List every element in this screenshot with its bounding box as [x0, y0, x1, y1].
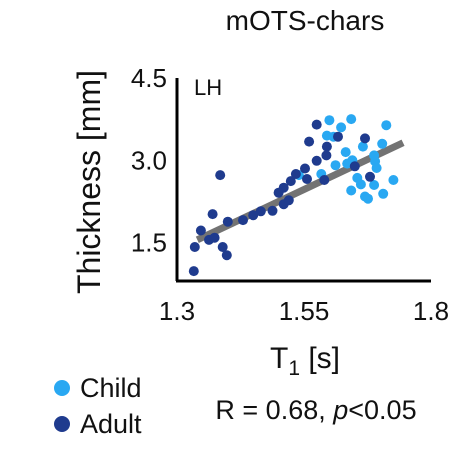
- point-adult-8: [290, 169, 301, 179]
- point-adult-18: [283, 195, 294, 206]
- stats-annotation: R = 0.68, p<0.05: [215, 395, 416, 425]
- points-layer: [188, 114, 399, 277]
- point-child-2: [346, 114, 357, 125]
- point-adult-22: [238, 215, 248, 226]
- y-tick-labels: 1.5 3.0 4.5: [131, 63, 167, 258]
- x-axis-label-main: T: [270, 342, 288, 375]
- point-adult-17: [215, 170, 226, 181]
- legend-marker-child: [54, 380, 70, 396]
- x-tick-label: 1.8: [413, 296, 449, 326]
- point-adult-5: [321, 150, 332, 161]
- point-child-7: [357, 141, 368, 152]
- point-adult-31: [188, 266, 199, 277]
- point-child-16: [371, 163, 382, 173]
- y-axis-label: Thickness [mm]: [71, 70, 107, 294]
- point-child-18: [355, 179, 366, 190]
- point-adult-7: [300, 163, 310, 174]
- point-child-3: [381, 120, 392, 131]
- point-child-0: [324, 115, 335, 126]
- point-adult-21: [248, 210, 259, 221]
- plot-area: LH: [175, 75, 431, 283]
- point-adult-29: [221, 250, 232, 261]
- chart-title: mOTS-chars: [226, 5, 385, 36]
- point-child-23: [378, 188, 389, 199]
- point-adult-19: [267, 205, 278, 216]
- point-child-6: [340, 147, 351, 158]
- y-tick-label: 1.5: [131, 228, 167, 258]
- point-child-24: [369, 180, 380, 190]
- point-child-19: [388, 175, 399, 185]
- point-adult-13: [285, 176, 296, 187]
- legend: Child Adult: [54, 373, 142, 439]
- point-child-9: [377, 138, 388, 149]
- panel-label: LH: [194, 75, 222, 100]
- point-adult-9: [302, 174, 312, 184]
- point-adult-3: [333, 131, 343, 142]
- point-child-12: [330, 160, 341, 171]
- point-child-20: [346, 185, 357, 196]
- point-adult-23: [222, 216, 233, 227]
- point-adult-1: [304, 136, 315, 147]
- x-axis-label-unit: [s]: [300, 342, 340, 375]
- x-axis-label-subscript: 1: [288, 357, 300, 380]
- y-tick-label: 3.0: [131, 145, 167, 175]
- point-adult-6: [311, 155, 322, 166]
- point-adult-27: [217, 242, 228, 252]
- x-tick-label: 1.3: [159, 296, 195, 326]
- point-adult-24: [207, 209, 218, 220]
- y-tick-label: 4.5: [131, 63, 167, 93]
- point-adult-25: [195, 225, 206, 236]
- point-adult-4: [360, 133, 370, 144]
- x-axis-label: T1 [s]: [270, 342, 340, 380]
- point-child-1: [336, 122, 347, 133]
- point-adult-30: [189, 242, 200, 252]
- point-adult-20: [255, 206, 266, 217]
- point-adult-11: [349, 161, 360, 172]
- point-child-22: [363, 193, 373, 204]
- point-adult-28: [209, 232, 220, 243]
- point-adult-0: [311, 119, 322, 130]
- point-adult-15: [273, 187, 284, 198]
- stats-r-value: R = 0.68,: [215, 395, 333, 425]
- legend-label-child: Child: [80, 373, 142, 403]
- point-adult-12: [365, 171, 375, 182]
- point-adult-10: [319, 175, 330, 185]
- point-adult-2: [321, 141, 332, 152]
- x-tick-labels: 1.3 1.55 1.8: [159, 296, 449, 326]
- stats-p-symbol: p: [332, 395, 348, 425]
- legend-marker-adult: [54, 416, 70, 432]
- stats-p-value: <0.05: [348, 395, 416, 425]
- legend-label-adult: Adult: [80, 409, 142, 439]
- x-tick-label: 1.55: [279, 296, 330, 326]
